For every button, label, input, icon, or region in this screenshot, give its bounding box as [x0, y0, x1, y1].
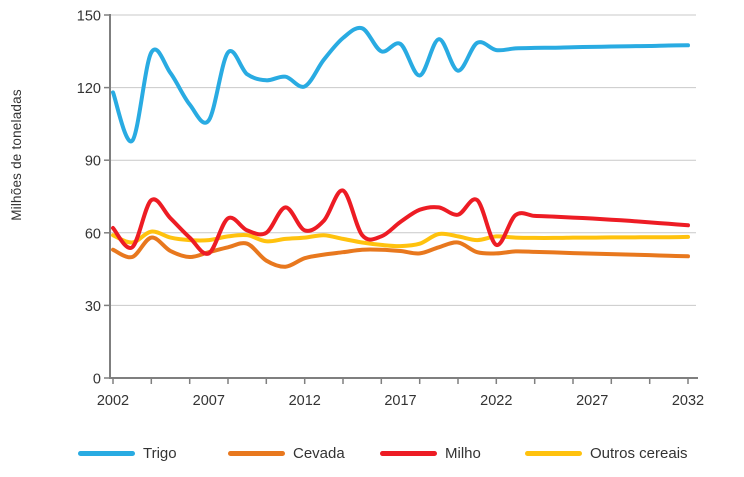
- x-tick-label: 2012: [289, 393, 321, 409]
- legend-item-milho: Milho: [380, 444, 481, 462]
- series-line-milho: [111, 188, 690, 256]
- y-tick-label: 0: [93, 372, 101, 388]
- x-tick-label: 2017: [384, 393, 416, 409]
- legend-swatch-milho: [380, 450, 437, 456]
- x-tick-label: 2027: [576, 393, 608, 409]
- legend-item-outros-cereais: Outros cereais: [525, 444, 688, 462]
- x-tick-label: 2002: [97, 393, 129, 409]
- legend-item-trigo: Trigo: [78, 444, 177, 462]
- y-tick-label: 90: [85, 154, 101, 170]
- y-tick-label: 150: [77, 9, 101, 25]
- series-line-trigo: [111, 25, 690, 144]
- legend-label-cevada: Cevada: [293, 444, 345, 462]
- line-chart: 0 30 60 90 120 150 2002 2007 2012 2017 2022 2027 203…: [77, 9, 704, 410]
- x-tick-label: 2022: [480, 393, 512, 409]
- legend-swatch-outros-cereais: [525, 450, 582, 456]
- legend-swatch-cevada: [228, 450, 285, 456]
- legend-item-cevada: Cevada: [228, 444, 345, 462]
- x-tick-label: 2007: [193, 393, 225, 409]
- legend-swatch-trigo: [78, 450, 135, 456]
- series-line-outros-cereais: [111, 229, 690, 249]
- x-tick-label: 2032: [672, 393, 704, 409]
- legend-label-milho: Milho: [445, 444, 481, 462]
- legend-label-outros-cereais: Outros cereais: [590, 444, 688, 462]
- y-tick-label: 60: [85, 226, 101, 242]
- y-tick-label: 120: [77, 81, 101, 97]
- y-tick-label: 30: [85, 299, 101, 315]
- legend-label-trigo: Trigo: [143, 444, 177, 462]
